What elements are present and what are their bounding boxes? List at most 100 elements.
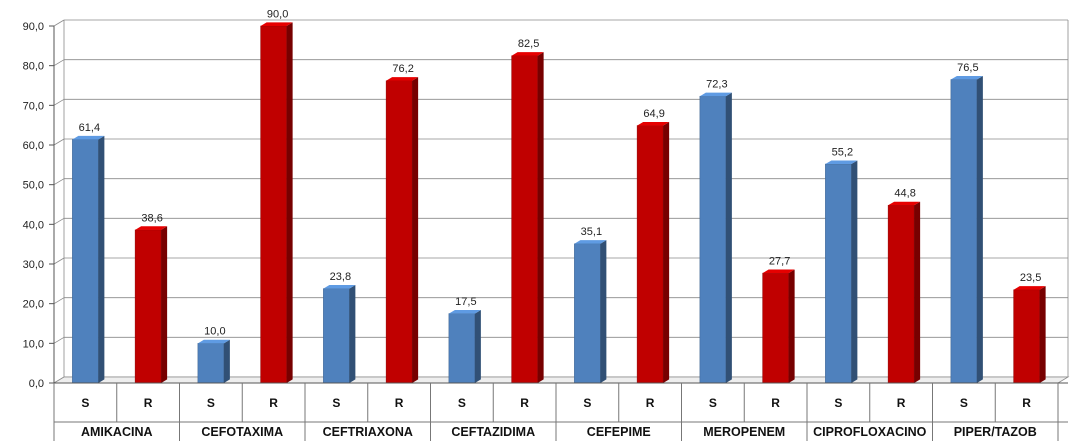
data-label: 27,7 <box>769 256 790 268</box>
bar-front <box>72 139 99 384</box>
bar-r-4 <box>636 121 670 384</box>
x-category-label: R <box>520 396 529 410</box>
bar-front <box>197 343 225 384</box>
bar-top <box>72 135 105 140</box>
x-group-label: CEFEPIME <box>587 425 651 439</box>
gridline-depth <box>53 297 65 305</box>
bar-s-7 <box>950 75 983 384</box>
x-group-label: CEFTRIAXONA <box>323 425 413 439</box>
bar-r-2 <box>385 77 419 384</box>
bar-side <box>1039 286 1046 383</box>
data-label: 76,5 <box>957 62 978 74</box>
bar-s-0 <box>72 135 105 384</box>
bars <box>72 22 1046 384</box>
bar-side <box>161 226 168 383</box>
gridline-depth <box>53 59 65 67</box>
x-category-label: R <box>269 396 278 410</box>
bar-front <box>574 243 601 384</box>
y-tick-label: 50,0 <box>23 180 44 192</box>
bar-front <box>260 25 287 384</box>
bar-side <box>663 121 670 384</box>
bar-side <box>223 339 230 383</box>
bar-side <box>725 92 732 384</box>
bar-top <box>950 75 983 80</box>
x-group-label: AMIKACINA <box>81 425 153 439</box>
x-category-label: S <box>207 396 215 410</box>
bar-top <box>511 52 544 56</box>
y-tick-label: 90,0 <box>23 21 44 33</box>
gridline-depth <box>53 217 65 225</box>
bar-top <box>448 309 481 314</box>
bar-side <box>286 22 293 384</box>
x-category-label: S <box>834 396 842 410</box>
x-category-label: S <box>332 396 340 410</box>
bar-top <box>888 201 921 206</box>
data-label: 61,4 <box>79 122 100 134</box>
bar-side <box>851 160 858 383</box>
data-label: 82,5 <box>518 38 539 50</box>
bar-top <box>637 121 670 126</box>
x-category-label: S <box>81 396 89 410</box>
x-group-label: MEROPENEM <box>703 425 785 439</box>
y-tick-label: 60,0 <box>23 140 44 152</box>
bar-side <box>412 77 419 383</box>
data-label: 17,5 <box>455 296 476 308</box>
bar-side <box>349 284 356 383</box>
bar-r-1 <box>260 22 293 384</box>
bar-r-6 <box>887 201 921 384</box>
x-category-label: R <box>646 396 655 410</box>
bar-r-5 <box>762 269 795 384</box>
y-tick-label: 80,0 <box>23 61 44 73</box>
bar-top <box>1013 286 1046 290</box>
bar-top <box>699 92 732 97</box>
data-label: 90,0 <box>267 8 288 20</box>
bar-top <box>197 339 230 344</box>
x-category-label: S <box>709 396 717 410</box>
gridline-depth <box>53 19 65 27</box>
bar-side <box>537 52 544 384</box>
data-label: 44,8 <box>894 188 915 200</box>
bar-s-1 <box>197 339 230 384</box>
bar-front <box>825 163 852 384</box>
x-category-label: S <box>458 396 466 410</box>
bar-front <box>1013 289 1040 384</box>
bar-s-2 <box>323 284 356 384</box>
y-tick-label: 40,0 <box>23 219 44 231</box>
y-tick-label: 30,0 <box>23 259 44 271</box>
bar-r-7 <box>1013 286 1046 384</box>
bar-front <box>323 288 350 384</box>
bar-front <box>950 79 978 384</box>
data-label: 38,6 <box>141 212 162 224</box>
bar-r-0 <box>134 226 168 384</box>
bar-front <box>134 229 162 384</box>
bar-side <box>474 309 481 383</box>
y-axis: 0,0 10,0 20,0 30,0 40,0 50,0 60,0 70,0 80,0 90,0 <box>23 21 55 390</box>
y-tick-label: 70,0 <box>23 100 44 112</box>
data-label: 35,1 <box>581 226 602 238</box>
data-label: 72,3 <box>706 79 727 91</box>
bar-s-6 <box>825 160 858 384</box>
x-category-label: S <box>960 396 968 410</box>
bar-side <box>98 135 105 383</box>
y-tick-label: 10,0 <box>23 338 44 350</box>
bar-front <box>636 125 664 384</box>
gridline-depth <box>53 178 65 186</box>
data-label: 64,9 <box>643 108 664 120</box>
data-label: 10,0 <box>204 326 225 338</box>
x-category-label: R <box>897 396 906 410</box>
x-group-label: CIPROFLOXACINO <box>813 425 926 439</box>
bar-s-5 <box>699 92 732 384</box>
y-tick-label: 20,0 <box>23 299 44 311</box>
data-label: 55,2 <box>832 146 853 158</box>
x-category-label: R <box>1022 396 1031 410</box>
bar-side <box>600 240 607 383</box>
data-labels: 61,4 38,6 10,0 90,0 23,8 76,2 17,5 82,5 35,1 64,9… <box>79 8 1042 337</box>
bar-front <box>511 55 538 384</box>
x-group-label: CEFTAZIDIMA <box>451 425 535 439</box>
bar-top <box>386 77 419 81</box>
bar-top <box>260 22 293 26</box>
bar-top <box>135 226 168 230</box>
data-label: 23,5 <box>1020 272 1041 284</box>
gridline-depth <box>53 98 65 106</box>
